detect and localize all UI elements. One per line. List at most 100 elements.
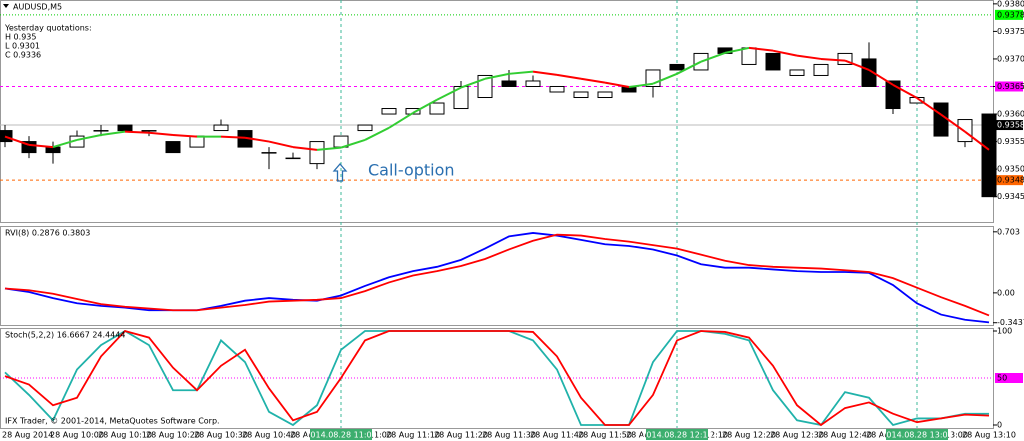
candle-body <box>573 91 589 99</box>
y-tick-label: -0.3437 <box>997 318 1024 327</box>
y-tick-label: 0.9370 <box>997 54 1024 63</box>
ma-segment <box>844 59 870 71</box>
level-label: 50 <box>997 374 1007 383</box>
candle-body <box>141 130 157 132</box>
candle-body <box>93 130 109 132</box>
ma-segment <box>124 130 150 134</box>
ma-segment <box>436 86 462 101</box>
ma-segment <box>28 143 54 149</box>
candle-body <box>597 91 613 99</box>
level-label: 0.9365 <box>997 82 1024 91</box>
ma-segment <box>556 73 582 80</box>
candle-body <box>549 85 565 93</box>
candle-body <box>261 152 277 154</box>
ma-segment <box>460 77 486 89</box>
x-tick-label: 28 Aug 10:00 <box>50 431 104 440</box>
time-marker: 2014.08.28 13:00 <box>881 431 952 440</box>
ma-segment <box>940 113 966 133</box>
candle-body <box>933 102 949 137</box>
level-label-box <box>995 373 1023 383</box>
y-tick-label: 0.9380 <box>997 0 1024 8</box>
y-tick-label: 0.00 <box>997 288 1015 297</box>
ma-segment <box>244 136 270 143</box>
level-label-box <box>995 81 1023 92</box>
ma-segment <box>220 135 246 139</box>
panel-frame <box>0 226 994 326</box>
level-label: 0.9348 <box>997 176 1024 185</box>
ma-segment <box>340 138 366 149</box>
candle-body <box>765 52 781 71</box>
ma-segment <box>484 72 510 80</box>
y-tick-label: 0.9355 <box>997 137 1024 146</box>
ma-segment <box>772 49 798 57</box>
y-tick-label: 0.9375 <box>997 27 1024 36</box>
ma-segment <box>412 98 438 114</box>
x-tick-label: 28 Aug 10:20 <box>146 431 200 440</box>
annotation: Call-option <box>368 161 455 180</box>
ma-segment <box>868 69 894 86</box>
level-label: 0.9378 <box>997 10 1024 19</box>
ma-segment <box>4 135 30 146</box>
info-text: Yesterday quotations: <box>4 24 92 33</box>
time-marker: 2014.08.28 12:10 <box>641 431 712 440</box>
time-marker-box <box>886 429 948 440</box>
candle-body <box>213 124 229 132</box>
candle-body <box>741 47 757 65</box>
ma-segment <box>508 70 534 75</box>
level-label-box <box>995 120 1023 131</box>
panel-title: RVI(8) 0.2876 0.3803 <box>5 229 90 238</box>
x-tick-label: 28 Aug 12:40 <box>818 431 872 440</box>
y-tick-label: 0.9360 <box>997 110 1024 119</box>
level-label: 0.9358 <box>997 121 1024 130</box>
footer-text: IFX Trader, © 2001-2014, MetaQuotes Soft… <box>5 417 220 426</box>
up-arrow <box>332 163 348 182</box>
candle-body <box>285 157 301 160</box>
candle-body <box>789 69 805 76</box>
ma-segment <box>628 82 654 89</box>
candle-body <box>309 141 325 165</box>
y-tick-label: 0.9350 <box>997 165 1024 174</box>
x-tick-label: 28 Aug 10:10 <box>98 431 152 440</box>
ma-segment <box>316 146 342 151</box>
candle-body <box>165 141 181 154</box>
info-text: L 0.9301 <box>5 42 40 51</box>
candle-body <box>525 80 541 87</box>
ma-segment <box>364 126 390 141</box>
candle-body <box>501 80 517 87</box>
y-tick-label: 100 <box>997 327 1012 336</box>
x-tick-label: 28 Aug 11:10 <box>386 431 440 440</box>
chart-title: AUDUSD,M5 <box>13 3 62 12</box>
x-tick-label: 28 Aug 2014 <box>2 431 53 440</box>
ma-segment <box>172 133 198 138</box>
x-tick-label: 28 Aug 11:50 <box>578 431 632 440</box>
panel-frame <box>0 0 994 223</box>
ma-segment <box>652 72 678 85</box>
ma-segment <box>916 97 942 116</box>
level-label-box <box>995 175 1023 186</box>
time-marker-box <box>646 429 708 440</box>
ma-segment <box>76 133 102 141</box>
time-marker-box <box>310 429 372 440</box>
ma-segment <box>748 46 774 52</box>
candle-body <box>669 63 685 71</box>
x-tick-label: 28 Aug 11:20 <box>434 431 488 440</box>
panel-title: Stoch(5,2,2) 16.6667 24.4444 <box>5 331 125 340</box>
x-tick-label: 28 Aug 10:30 <box>194 431 248 440</box>
x-tick-label: 28 Aug 13:10 <box>962 431 1016 440</box>
ma-segment <box>820 57 846 62</box>
ma-segment <box>964 130 990 151</box>
ma-segment <box>148 131 174 136</box>
y-tick-label: 0.9345 <box>997 192 1024 201</box>
x-tick-label: 28 Aug 10:40 <box>242 431 296 440</box>
candle-body <box>429 102 445 115</box>
indicator-line <box>4 233 990 317</box>
ma-segment <box>604 81 630 89</box>
ma-segment <box>580 77 606 84</box>
ma-segment <box>796 54 822 60</box>
menu-triangle[interactable] <box>3 4 9 8</box>
candle-body <box>813 63 829 76</box>
ma-segment <box>292 146 318 151</box>
x-tick-label: 28 Aug 11:40 <box>530 431 584 440</box>
ma-segment <box>724 46 750 54</box>
